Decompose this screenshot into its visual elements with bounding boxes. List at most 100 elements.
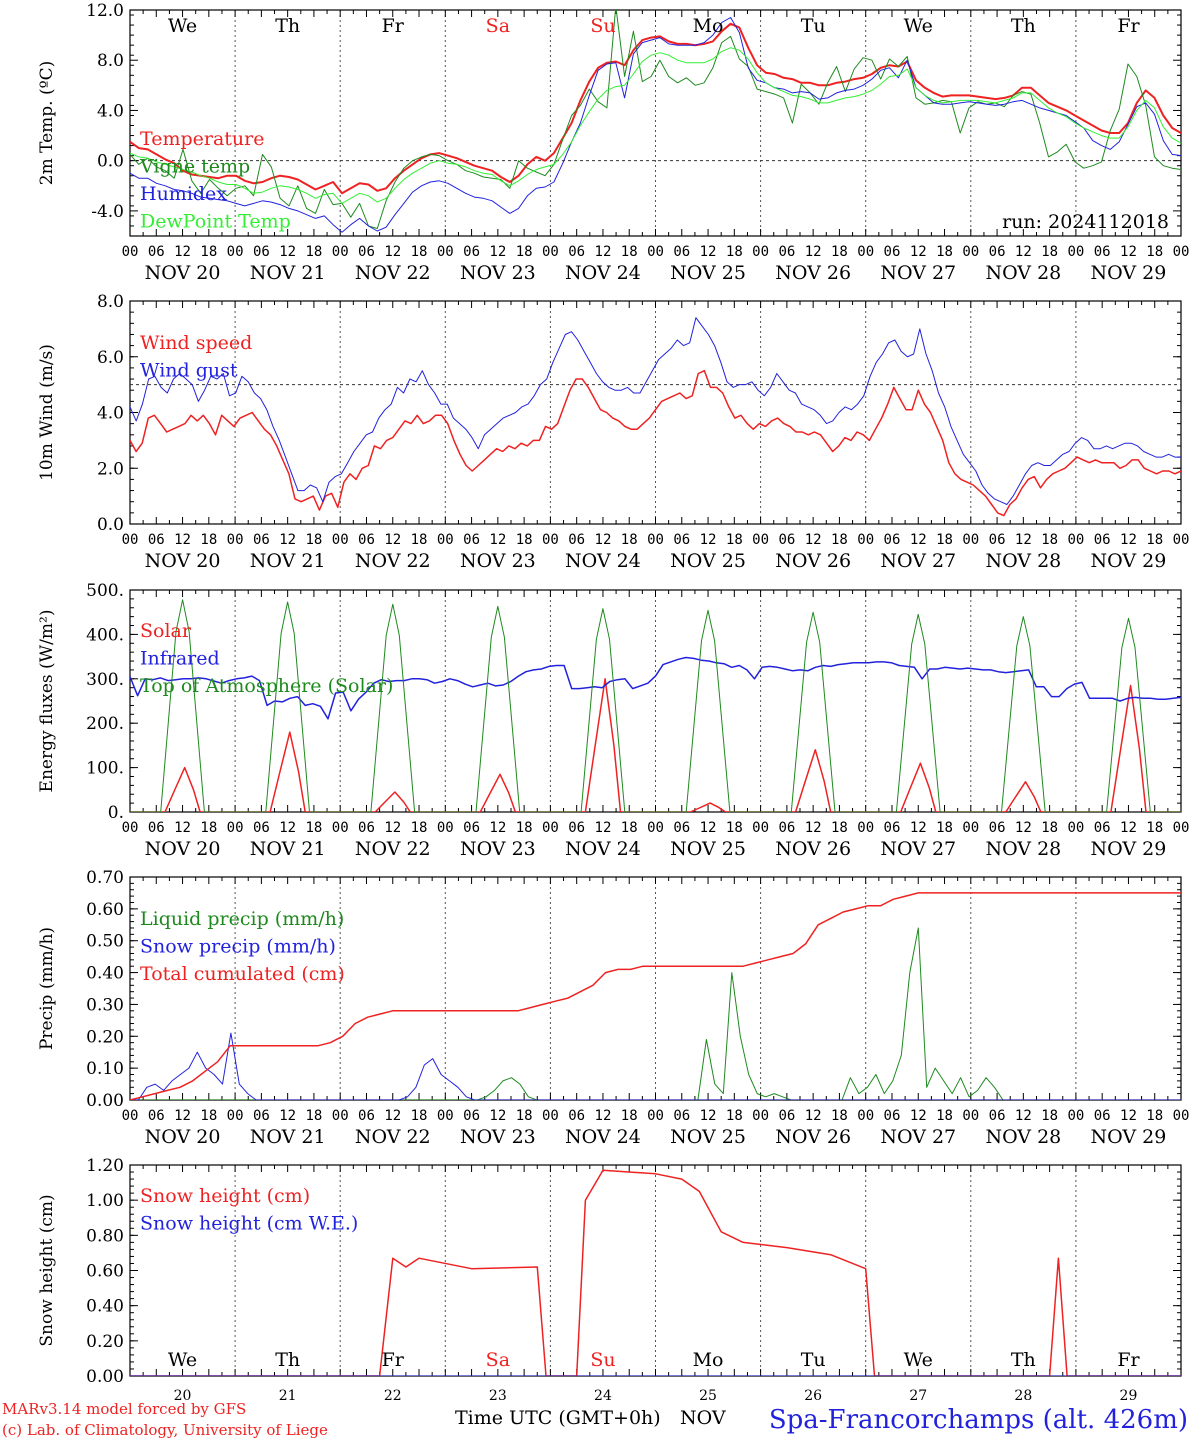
weekday-label: Su (590, 1349, 615, 1371)
hour-label: 06 (989, 244, 1006, 260)
hour-label: 12 (805, 820, 822, 836)
day-label: NOV 25 (670, 1126, 746, 1148)
series-line-humidex (130, 17, 1181, 233)
day-label: NOV 28 (985, 1126, 1061, 1148)
hour-label: 12 (700, 244, 717, 260)
series-line-infrared (130, 656, 1181, 720)
hour-label: 12 (595, 820, 612, 836)
x-axis-label: Time UTC (GMT+0h) (455, 1407, 661, 1429)
y-axis-label: 2m Temp. (ºC) (37, 61, 57, 186)
station-title: Spa-Francorchamps (alt. 426m) (769, 1405, 1188, 1435)
hour-label: 12 (595, 1108, 612, 1124)
hour-label: 18 (516, 1108, 533, 1124)
hour-label: 06 (884, 820, 901, 836)
y-tick-label: 0. (108, 803, 124, 823)
day-label: NOV 28 (985, 262, 1061, 284)
hour-label: 12 (1015, 1108, 1032, 1124)
hour-label: 00 (647, 244, 664, 260)
y-tick-label: -4.0 (91, 202, 124, 222)
y-tick-label: 0.60 (86, 900, 124, 920)
day-label: NOV 27 (880, 1126, 956, 1148)
legend-entry: Temperature (140, 128, 264, 150)
hour-label: 12 (489, 244, 506, 260)
y-tick-label: 0.40 (86, 964, 124, 984)
y-tick-label: 1.20 (86, 1156, 124, 1176)
day-label: NOV 23 (460, 1126, 536, 1148)
legend-entry: DewPoint Temp (140, 211, 291, 233)
hour-label: 00 (857, 532, 874, 548)
hour-label: 18 (305, 532, 322, 548)
series-line-top-of-atmosphere-solar- (130, 599, 1181, 812)
y-tick-label: 0.10 (86, 1059, 124, 1079)
weekday-label: Th (275, 15, 300, 37)
day-label: NOV 20 (145, 262, 221, 284)
hour-label: 00 (437, 244, 454, 260)
hour-label: 18 (621, 1108, 638, 1124)
weekday-label: Fr (382, 1349, 405, 1371)
hour-label: 18 (936, 244, 953, 260)
hour-label: 00 (332, 1108, 349, 1124)
hour-label: 12 (174, 1108, 191, 1124)
hour-label: 06 (568, 820, 585, 836)
y-tick-label: 0.0 (97, 515, 124, 535)
snow-series (130, 1169, 1181, 1376)
hour-label: 12 (805, 1108, 822, 1124)
hour-label: 00 (122, 532, 139, 548)
hour-label: 06 (1094, 532, 1111, 548)
hour-label: 06 (989, 1108, 1006, 1124)
hour-label: 00 (752, 1108, 769, 1124)
hour-label: 06 (778, 1108, 795, 1124)
day-label: NOV 21 (250, 1126, 326, 1148)
hour-label: 06 (568, 1108, 585, 1124)
hour-label: 18 (1146, 820, 1163, 836)
hour-label: 06 (1094, 244, 1111, 260)
day-label: NOV 28 (985, 838, 1061, 860)
day-number-label: 21 (279, 1388, 297, 1404)
day-number-label: 23 (489, 1388, 507, 1404)
hour-label: 18 (305, 244, 322, 260)
temperature-series (130, 10, 1181, 233)
hour-label: 18 (516, 532, 533, 548)
hour-label: 12 (1120, 532, 1137, 548)
series-line-wind-speed (130, 369, 1181, 517)
day-label: NOV 27 (880, 838, 956, 860)
day-label: NOV 29 (1091, 838, 1167, 860)
hour-label: 06 (1094, 820, 1111, 836)
hour-label: 18 (200, 820, 217, 836)
hour-label: 12 (700, 820, 717, 836)
hour-label: 00 (1067, 1108, 1084, 1124)
hour-label: 06 (568, 532, 585, 548)
day-label: NOV 21 (250, 550, 326, 572)
hour-label: 12 (174, 532, 191, 548)
hour-label: 18 (411, 820, 428, 836)
hour-label: 12 (384, 532, 401, 548)
hour-label: 18 (1146, 244, 1163, 260)
hour-label: 06 (463, 244, 480, 260)
y-tick-label: 0.60 (86, 1262, 124, 1282)
hour-label: 12 (384, 244, 401, 260)
day-label: NOV 29 (1091, 262, 1167, 284)
panel-snow (129, 1164, 1182, 1377)
hour-label: 06 (148, 532, 165, 548)
legend-entry: Snow height (cm W.E.) (140, 1213, 358, 1235)
day-label: NOV 26 (775, 262, 851, 284)
hour-label: 18 (411, 244, 428, 260)
day-label: NOV 25 (670, 838, 746, 860)
legend-entry: Liquid precip (mm/h) (140, 908, 344, 930)
hour-label: 00 (962, 1108, 979, 1124)
hour-label: 12 (384, 820, 401, 836)
hour-label: 06 (253, 244, 270, 260)
hour-label: 12 (489, 532, 506, 548)
hour-label: 12 (910, 820, 927, 836)
weekday-label: We (168, 15, 197, 37)
hour-label: 00 (857, 1108, 874, 1124)
hour-label: 06 (989, 532, 1006, 548)
day-number-label: 27 (909, 1388, 927, 1404)
series-line-dewpoint-temp (130, 47, 1181, 204)
wind-series (130, 317, 1181, 517)
hour-label: 06 (778, 244, 795, 260)
hour-label: 00 (962, 244, 979, 260)
day-label: NOV 26 (775, 838, 851, 860)
hour-label: 12 (595, 244, 612, 260)
